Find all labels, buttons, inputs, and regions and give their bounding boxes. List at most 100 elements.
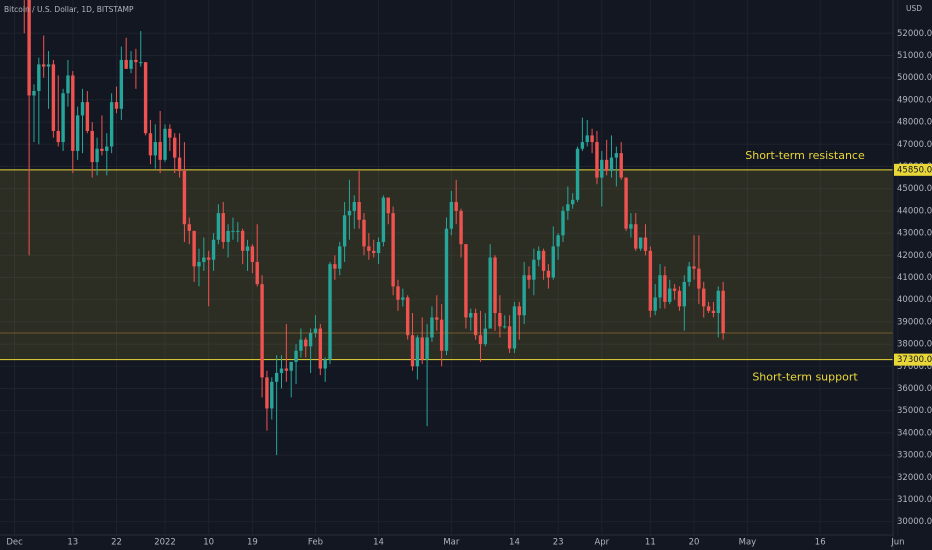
candle-body (41, 64, 46, 67)
candle-body (153, 142, 158, 156)
candle-body (580, 142, 585, 149)
level-price-box (894, 163, 932, 176)
candle-body (624, 177, 628, 229)
y-tick-label: 49000.00 (897, 95, 932, 105)
candle-body (537, 250, 541, 260)
candle-body (66, 75, 70, 94)
candle-body (566, 204, 570, 211)
candle-body (430, 317, 434, 338)
candle-body (323, 359, 327, 369)
candle-body (100, 148, 104, 151)
candle-body (405, 297, 410, 336)
y-tick-label: 52000.00 (897, 29, 932, 39)
candle-body (687, 266, 691, 282)
candle-body (619, 153, 623, 178)
candle-body (75, 115, 80, 151)
candle-body (299, 339, 303, 351)
candle-body (372, 250, 376, 254)
candle-body (682, 281, 687, 307)
candle-body (643, 237, 648, 251)
candle-body (270, 381, 274, 409)
candle-body (304, 339, 308, 347)
candle-body (318, 328, 323, 369)
candle-body (37, 64, 41, 92)
y-tick-label: 43000.00 (897, 229, 932, 239)
level-price-box (894, 353, 932, 366)
candle-body (342, 215, 347, 247)
candle-body (294, 350, 298, 362)
candle-body (56, 130, 60, 143)
candle-body (109, 102, 114, 147)
x-tick-label: Jun (890, 538, 904, 548)
y-tick-label: 51000.00 (897, 51, 932, 61)
x-tick-label: 10 (203, 538, 214, 548)
x-tick-label: 23 (553, 538, 564, 548)
candle-body (284, 368, 289, 371)
candle-body (711, 310, 716, 314)
candle-body (410, 335, 415, 367)
candle-body (503, 326, 507, 328)
candle-body (721, 290, 725, 333)
candle-body (114, 102, 119, 109)
candle-body (415, 337, 420, 367)
candle-body (658, 275, 662, 298)
candle-body (541, 250, 546, 271)
candle-body (163, 128, 167, 160)
y-tick-label: 41000.00 (897, 273, 932, 283)
candle-body (444, 228, 449, 351)
candle-body (90, 130, 94, 163)
candle-body (182, 170, 187, 225)
candle-body (148, 133, 153, 156)
candle-body (202, 257, 206, 262)
candle-body (561, 210, 565, 236)
x-tick-label: 14 (509, 538, 520, 548)
candle-body (260, 284, 264, 378)
candle-body (663, 275, 667, 302)
axes: 30000.00 31000.00 32000.00 33000.00 34000.00… (6, 29, 932, 548)
x-tick-label: 20 (689, 538, 700, 548)
candle-body (71, 75, 75, 151)
candle-body (493, 257, 497, 314)
candle-body (464, 244, 468, 318)
candle-body (357, 202, 361, 220)
candle-body (391, 213, 395, 287)
candle-body (439, 319, 444, 351)
candle-body (124, 59, 128, 69)
candle-body (478, 335, 483, 345)
candle-body (459, 210, 463, 245)
candle-body (473, 313, 478, 336)
candle-body (638, 237, 643, 249)
candle-body (435, 317, 439, 320)
candle-body (653, 297, 657, 311)
chart-title: Bitcoin / U.S. Dollar, 1D, BITSTAMP (4, 5, 134, 14)
candle-body (32, 91, 36, 96)
candle-body (216, 213, 221, 240)
y-tick-label: 44000.00 (897, 206, 932, 216)
candle-body (51, 64, 56, 131)
x-tick-label: 13 (67, 538, 78, 548)
x-tick-label: Dec (6, 538, 23, 548)
candle-body (168, 128, 172, 138)
candle-body (376, 241, 381, 254)
candle-body (527, 275, 531, 280)
candle-body (585, 135, 589, 143)
candle-body (119, 59, 124, 109)
candle-body (532, 259, 536, 280)
candle-body (27, 0, 31, 96)
candle-body (46, 64, 51, 67)
level-annotation: Short-term resistance (745, 149, 865, 162)
candle-body (629, 224, 633, 229)
candle-body (604, 159, 609, 171)
y-tick-label: 36000.00 (897, 384, 932, 394)
candle-body (143, 62, 148, 134)
candle-body (187, 224, 191, 231)
candle-body (61, 93, 65, 143)
x-tick-label: 2022 (154, 538, 176, 548)
candle-body (158, 142, 162, 160)
candle-body (420, 337, 424, 360)
candle-body (328, 264, 332, 360)
candle-body (672, 288, 677, 291)
candle-body (197, 261, 201, 267)
x-tick-label: 11 (645, 538, 656, 548)
